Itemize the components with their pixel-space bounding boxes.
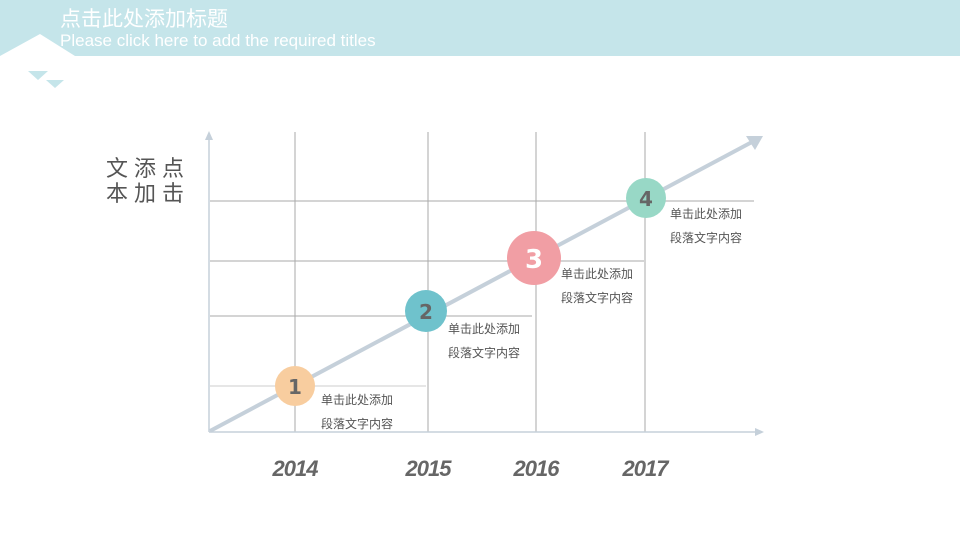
year-label[interactable]: 2015 (405, 456, 454, 481)
milestone-number: 3 (525, 245, 543, 275)
triangle-decoration (28, 71, 48, 80)
side-label-line: 本加击 (106, 182, 191, 207)
milestone-note[interactable]: 单击此处添加 (448, 322, 520, 336)
y-axis-arrow-icon (205, 131, 213, 140)
header-band (0, 0, 960, 56)
milestone-circle-4[interactable] (626, 178, 666, 218)
trend-arrow-head-icon (746, 136, 763, 150)
x-axis-arrow-icon (755, 428, 764, 436)
side-label-line: 文添点 (106, 157, 191, 182)
milestone-note[interactable]: 段落文字内容 (670, 230, 742, 245)
mountain-shape (0, 34, 75, 56)
milestone-note[interactable]: 段落文字内容 (321, 416, 393, 431)
milestone-number: 1 (288, 375, 302, 399)
milestone-number: 4 (639, 187, 653, 211)
milestone-note[interactable]: 单击此处添加 (670, 207, 742, 221)
milestone-circle-3[interactable] (507, 231, 561, 285)
milestone-circle-1[interactable] (275, 366, 315, 406)
side-label[interactable]: 文添点 本加击 (106, 157, 196, 207)
header-decoration (0, 34, 75, 88)
page-title[interactable]: 点击此处添加标题 (60, 7, 228, 31)
year-label[interactable]: 2014 (272, 456, 320, 481)
milestone-circle-2[interactable] (405, 290, 447, 332)
year-label[interactable]: 2016 (513, 456, 562, 481)
milestone-note[interactable]: 单击此处添加 (321, 393, 393, 407)
page-subtitle[interactable]: Please click here to add the required ti… (60, 31, 376, 50)
triangle-decoration (46, 80, 64, 88)
milestone-note[interactable]: 单击此处添加 (561, 267, 633, 281)
milestone-note[interactable]: 段落文字内容 (561, 290, 633, 305)
milestone-note[interactable]: 段落文字内容 (448, 345, 520, 360)
year-label[interactable]: 2017 (622, 456, 672, 481)
milestone-number: 2 (419, 300, 433, 324)
